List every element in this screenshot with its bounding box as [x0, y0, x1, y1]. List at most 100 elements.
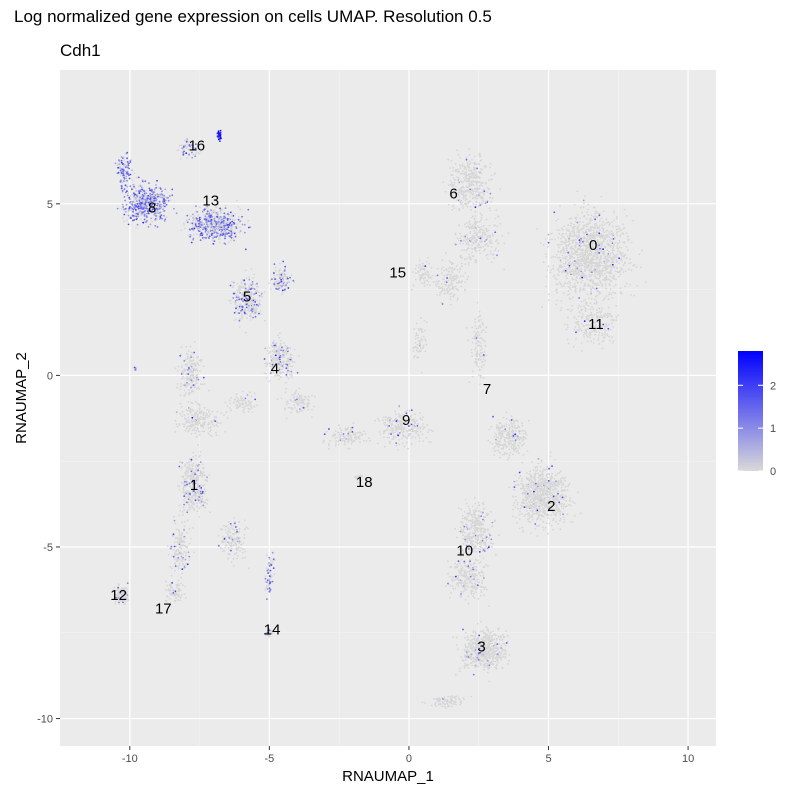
cell-point [513, 449, 516, 452]
cell-point [580, 275, 582, 277]
cell-point [570, 222, 573, 225]
cell-point [510, 442, 513, 445]
cell-point [577, 315, 580, 318]
cell-point [389, 442, 391, 445]
cell-point [616, 253, 619, 256]
cell-point [577, 256, 579, 259]
cell-point [616, 270, 619, 273]
cell-point [436, 267, 439, 270]
cell-point [474, 215, 477, 218]
cell-point [474, 167, 477, 169]
cell-point [581, 211, 583, 214]
cell-point [503, 440, 506, 442]
cell-point [564, 238, 567, 241]
cell-point [472, 509, 475, 512]
cell-point [470, 188, 472, 190]
cell-point [480, 589, 482, 592]
cell-point [490, 510, 493, 513]
cell-point [602, 336, 605, 339]
cell-point [580, 342, 583, 344]
cell-point [521, 422, 523, 425]
cell-point [589, 285, 592, 287]
cell-point [592, 279, 595, 282]
cell-point [475, 193, 478, 196]
cell-point [577, 225, 579, 228]
cell-point [554, 256, 557, 258]
cell-point [489, 653, 492, 656]
cell-point [586, 246, 589, 249]
cell-point [540, 460, 543, 463]
cell-point [452, 587, 455, 590]
cell-point [414, 436, 417, 439]
cell-point [609, 275, 611, 278]
cell-point [484, 535, 487, 538]
cell-point [489, 209, 492, 212]
cell-point [547, 532, 549, 535]
cell-point [443, 289, 446, 292]
cell-point [460, 593, 462, 595]
cell-point [468, 570, 471, 573]
cell-point [477, 516, 480, 518]
cell-point [473, 658, 475, 660]
cell-point [476, 355, 479, 358]
cell-point [506, 458, 509, 461]
cell-point [557, 250, 560, 253]
cell-point [464, 580, 466, 583]
cell-point [537, 500, 540, 502]
cell-point [589, 219, 591, 222]
cell-point [504, 655, 507, 658]
cell-point [586, 261, 589, 264]
cell-point [446, 702, 449, 705]
cell-point [548, 522, 551, 525]
cell-point [483, 541, 485, 544]
cell-point [531, 518, 534, 521]
cell-point [581, 252, 584, 255]
cell-point [583, 331, 586, 334]
cell-point [558, 264, 561, 267]
cell-point [454, 562, 457, 565]
cell-point [476, 507, 479, 509]
cell-point [608, 236, 611, 239]
cell-point [462, 197, 465, 200]
cell-point [537, 480, 540, 482]
cell-point [481, 348, 483, 350]
cell-point [601, 269, 604, 272]
cell-point [620, 257, 623, 260]
cell-point [515, 419, 518, 421]
cell-point [582, 240, 584, 243]
cell-point [489, 166, 492, 169]
cell-point [481, 511, 484, 513]
cell-point [503, 642, 506, 645]
cell-point [512, 504, 515, 507]
cell-point [458, 271, 461, 273]
cell-point [470, 348, 473, 351]
cell-point [528, 505, 531, 508]
cell-point [475, 517, 478, 520]
cell-point [508, 448, 511, 451]
cell-point [581, 264, 584, 266]
cell-point [532, 492, 534, 495]
cell-point [536, 228, 538, 230]
cell-point [574, 220, 577, 223]
cell-point [477, 353, 480, 355]
cell-point [528, 517, 531, 520]
cell-point [469, 536, 471, 539]
cell-point [527, 503, 529, 506]
cell-point [607, 253, 610, 255]
cell-point [457, 153, 460, 156]
cell-point [530, 484, 533, 487]
cell-point [587, 223, 589, 226]
cell-point [558, 246, 560, 249]
cell-point [580, 322, 583, 325]
cell-point [459, 526, 462, 529]
cell-point [583, 325, 585, 328]
cell-point [482, 200, 485, 203]
cell-point [603, 278, 606, 281]
cell-point [486, 547, 489, 550]
cell-point [486, 514, 489, 517]
cell-point [567, 326, 569, 329]
cell-point [466, 237, 469, 239]
cell-point [493, 257, 496, 260]
cell-point [488, 666, 491, 669]
cell-point [495, 436, 498, 439]
